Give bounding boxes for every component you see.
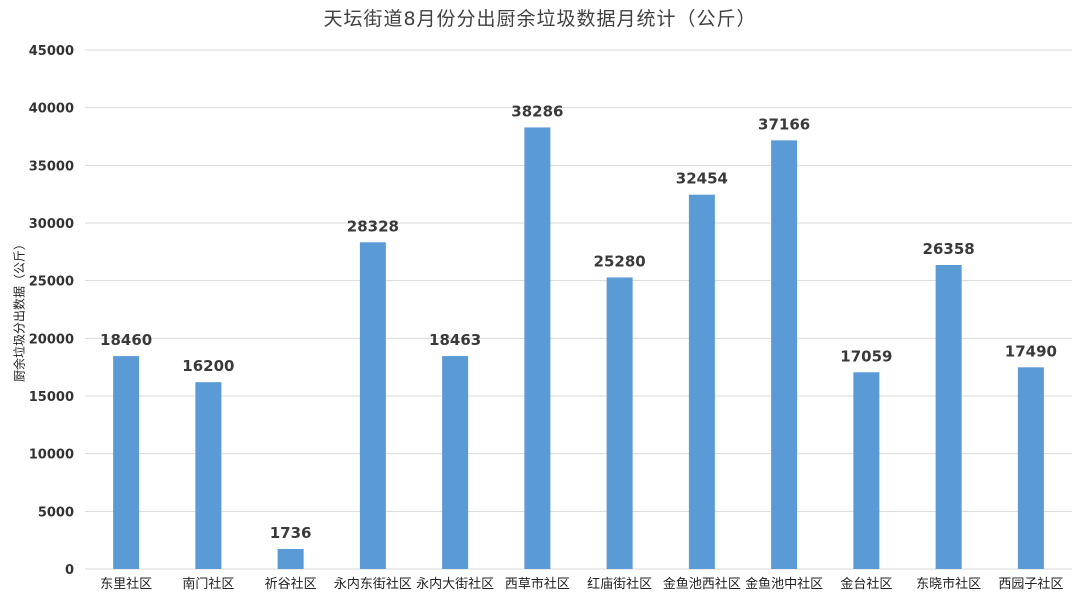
data-label: 37166 [758,115,810,133]
data-label: 26358 [923,240,975,258]
y-tick-label: 10000 [29,448,74,463]
x-tick-label: 南门社区 [182,576,234,592]
y-tick-label: 20000 [29,332,74,347]
x-tick-label: 金鱼池中社区 [745,576,823,592]
y-tick-label: 25000 [29,275,74,290]
x-tick-label: 东晓市社区 [916,576,981,592]
bar [853,372,880,569]
x-tick-label: 西园子社区 [998,576,1063,592]
data-label: 25280 [594,252,646,270]
data-label: 17059 [840,347,892,365]
x-tick-label: 祈谷社区 [265,576,317,592]
data-label: 28328 [347,217,399,235]
data-label: 18460 [100,331,152,349]
x-tick-label: 永内东街社区 [334,576,412,592]
x-tick-label: 东里社区 [100,576,152,592]
y-tick-label: 0 [65,563,74,578]
data-label: 18463 [429,331,481,349]
data-label: 38286 [511,102,563,120]
y-tick-label: 35000 [29,159,74,174]
y-tick-label: 40000 [29,102,74,117]
bar [195,382,222,569]
bar [935,265,962,569]
x-tick-label: 红庙街社区 [587,576,652,592]
data-label: 17490 [1005,342,1057,360]
data-label: 1736 [270,524,312,542]
bar [442,356,469,569]
y-tick-label: 45000 [29,44,74,59]
data-label: 16200 [182,357,234,375]
x-tick-label: 金鱼池西社区 [663,576,741,592]
x-tick-label: 永内大街社区 [416,576,494,592]
bar [771,140,798,570]
x-tick-label: 金台社区 [840,576,892,592]
y-tick-label: 15000 [29,390,74,405]
bar [277,548,304,569]
y-tick-label: 30000 [29,217,74,232]
bar [606,277,633,569]
bar [688,194,715,569]
x-tick-label: 西草市社区 [505,576,570,592]
bar [1017,367,1044,569]
chart-title: 天坛街道8月份分出厨余垃圾数据月统计（公斤） [323,8,757,30]
data-label: 32454 [676,170,728,188]
bar [359,242,386,569]
y-tick-label: 5000 [38,505,74,520]
bar [524,127,551,569]
bar [113,356,140,569]
